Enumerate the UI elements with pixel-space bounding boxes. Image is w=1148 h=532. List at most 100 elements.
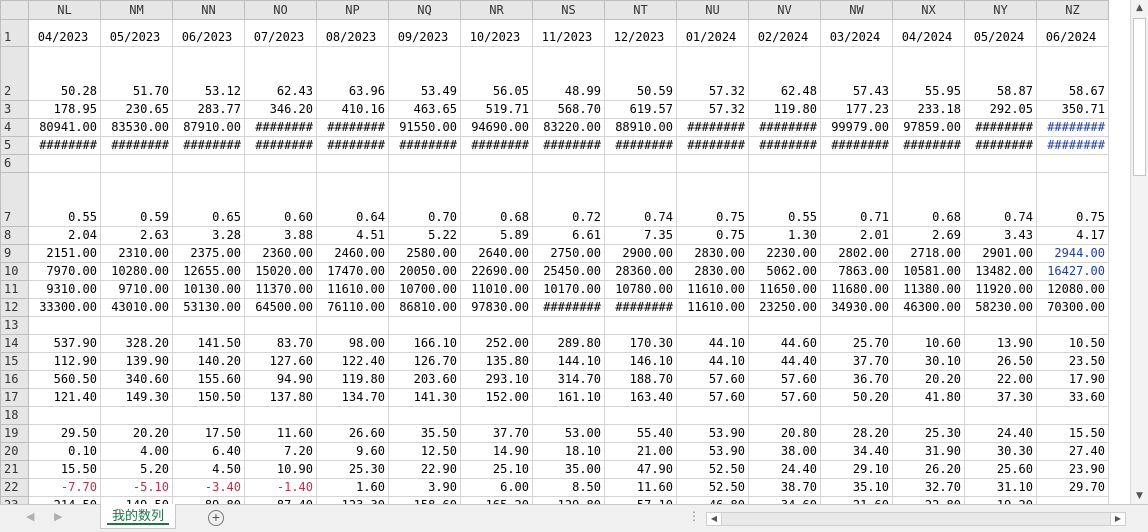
cell[interactable]: 58.67 <box>1036 46 1109 101</box>
cell[interactable]: 99979.00 <box>820 118 893 137</box>
cell[interactable]: 463.65 <box>388 100 461 119</box>
cell[interactable]: 11380.00 <box>892 280 965 299</box>
column-header[interactable]: NV <box>748 0 821 20</box>
cell[interactable]: 57.60 <box>676 388 749 407</box>
cell[interactable]: 36.70 <box>820 370 893 389</box>
cell[interactable]: 44.40 <box>748 352 821 371</box>
cell[interactable]: ######## <box>1036 136 1109 155</box>
cell[interactable]: 37.30 <box>964 388 1037 407</box>
cell[interactable]: 57.60 <box>748 388 821 407</box>
cell[interactable]: 314.70 <box>532 370 605 389</box>
cell[interactable]: 0.71 <box>820 172 893 227</box>
cell[interactable]: -7.70 <box>28 478 101 497</box>
cell[interactable]: 17470.00 <box>316 262 389 281</box>
cell[interactable]: 112.90 <box>28 352 101 371</box>
cell[interactable]: ######## <box>28 136 101 155</box>
cell[interactable]: 11.60 <box>244 424 317 443</box>
cell[interactable]: 3.43 <box>964 226 1037 245</box>
cell[interactable]: ######## <box>388 136 461 155</box>
cell[interactable]: 4.51 <box>316 226 389 245</box>
cell[interactable]: ######## <box>244 118 317 137</box>
row-header[interactable]: 15 <box>0 352 29 371</box>
cell[interactable]: 46300.00 <box>892 298 965 317</box>
cell[interactable]: 57.32 <box>676 100 749 119</box>
cell[interactable]: 0.72 <box>532 172 605 227</box>
cell[interactable]: 35.00 <box>532 460 605 479</box>
cell[interactable] <box>964 154 1037 173</box>
cell[interactable]: 04/2024 <box>892 19 965 47</box>
cell[interactable]: 119.80 <box>748 100 821 119</box>
cell[interactable]: 134.70 <box>316 388 389 407</box>
cell[interactable]: 9310.00 <box>28 280 101 299</box>
cell[interactable]: 44.10 <box>676 334 749 353</box>
cell[interactable]: 203.60 <box>388 370 461 389</box>
row-header[interactable]: 1 <box>0 19 29 47</box>
cell[interactable]: 38.70 <box>748 478 821 497</box>
row-header[interactable]: 22 <box>0 478 29 497</box>
cell[interactable]: 25.60 <box>964 460 1037 479</box>
cell[interactable] <box>676 406 749 425</box>
cell[interactable] <box>316 316 389 335</box>
cell[interactable]: 2.04 <box>28 226 101 245</box>
cell[interactable]: 52.50 <box>676 460 749 479</box>
column-header[interactable]: NO <box>244 0 317 20</box>
cell[interactable]: 33300.00 <box>28 298 101 317</box>
cell[interactable]: 53.90 <box>676 442 749 461</box>
cell[interactable]: ######## <box>820 136 893 155</box>
cell[interactable]: 05/2023 <box>100 19 173 47</box>
cell[interactable]: 22.90 <box>388 460 461 479</box>
cell[interactable] <box>532 154 605 173</box>
cell[interactable]: 537.90 <box>28 334 101 353</box>
cell[interactable]: ######## <box>748 118 821 137</box>
cell[interactable]: 97859.00 <box>892 118 965 137</box>
cell[interactable]: ######## <box>316 136 389 155</box>
cell[interactable]: 26.60 <box>316 424 389 443</box>
cell[interactable]: 328.20 <box>100 334 173 353</box>
cell[interactable] <box>1036 496 1109 504</box>
cell[interactable] <box>532 406 605 425</box>
cell[interactable] <box>244 316 317 335</box>
cell[interactable]: 22.80 <box>892 496 965 504</box>
cell[interactable]: 14.90 <box>460 442 533 461</box>
cell[interactable]: 53.90 <box>676 424 749 443</box>
cell[interactable]: 2830.00 <box>676 244 749 263</box>
cell[interactable]: 22.00 <box>964 370 1037 389</box>
cell[interactable]: ######## <box>604 298 677 317</box>
cell[interactable]: ######## <box>676 118 749 137</box>
cell[interactable]: 87910.00 <box>172 118 245 137</box>
cell[interactable]: 141.50 <box>172 334 245 353</box>
cell[interactable] <box>388 406 461 425</box>
cell[interactable]: 18.10 <box>532 442 605 461</box>
cell[interactable]: 32.70 <box>892 478 965 497</box>
horizontal-scrollbar[interactable]: ◀ ▶ <box>706 512 1126 526</box>
cell[interactable]: 350.71 <box>1036 100 1109 119</box>
cell[interactable]: 0.70 <box>388 172 461 227</box>
cell[interactable]: 50.20 <box>820 388 893 407</box>
cell[interactable]: 0.74 <box>604 172 677 227</box>
cell[interactable] <box>748 154 821 173</box>
cell[interactable]: 11610.00 <box>316 280 389 299</box>
cell[interactable]: 2.69 <box>892 226 965 245</box>
row-header[interactable]: 11 <box>0 280 29 299</box>
cell[interactable]: ######## <box>1036 118 1109 137</box>
cell[interactable]: 19.20 <box>964 496 1037 504</box>
cell[interactable]: 11920.00 <box>964 280 1037 299</box>
cell[interactable]: 33.60 <box>1036 388 1109 407</box>
row-header[interactable]: 7 <box>0 172 29 227</box>
cell[interactable]: 129.80 <box>532 496 605 504</box>
cell[interactable] <box>316 406 389 425</box>
row-header[interactable]: 20 <box>0 442 29 461</box>
add-sheet-icon[interactable]: + <box>208 510 224 526</box>
cell[interactable]: 0.55 <box>748 172 821 227</box>
next-sheet-icon[interactable]: ▶ <box>54 511 63 523</box>
cell[interactable] <box>748 316 821 335</box>
cell[interactable]: 141.30 <box>388 388 461 407</box>
cell[interactable]: 126.70 <box>388 352 461 371</box>
cell[interactable]: 58230.00 <box>964 298 1037 317</box>
cell[interactable]: -3.40 <box>172 478 245 497</box>
cell[interactable]: 53.00 <box>532 424 605 443</box>
cell[interactable]: 6.40 <box>172 442 245 461</box>
cell[interactable]: ######## <box>244 136 317 155</box>
cell[interactable]: 188.70 <box>604 370 677 389</box>
cell[interactable]: 560.50 <box>28 370 101 389</box>
